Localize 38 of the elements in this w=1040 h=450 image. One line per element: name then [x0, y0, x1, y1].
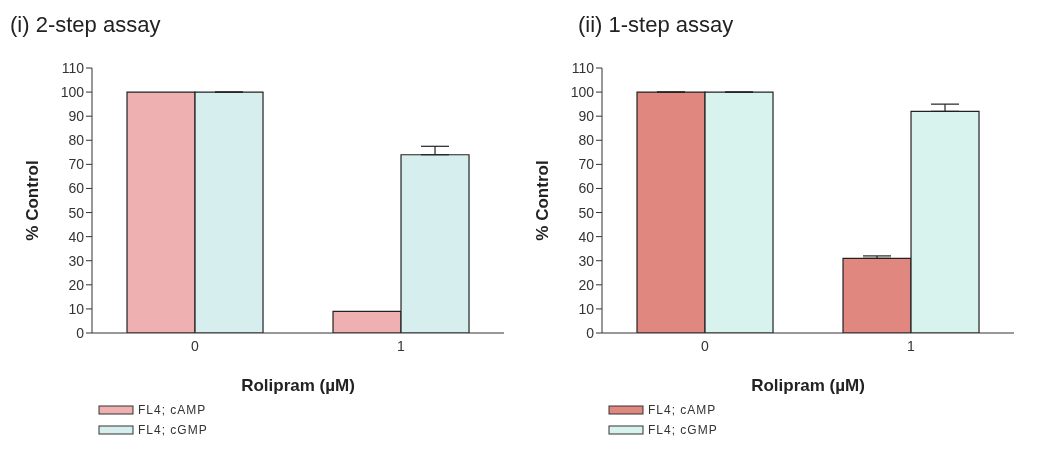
- legend-label: FL4; cGMP: [648, 423, 718, 437]
- y-tick-label: 60: [68, 180, 85, 197]
- y-tick-label: 80: [68, 132, 85, 149]
- y-tick-label: 90: [68, 108, 85, 125]
- legend-label: FL4; cAMP: [138, 403, 207, 417]
- y-tick-label: 0: [586, 324, 595, 341]
- y-axis-title: % Control: [533, 160, 553, 241]
- y-tick-label: 110: [571, 59, 595, 76]
- chart-title: (i) 2-step assay: [10, 12, 161, 38]
- y-tick-label: 0: [76, 324, 85, 341]
- y-tick-label: 50: [68, 204, 85, 221]
- y-tick-label: 50: [578, 204, 595, 221]
- y-tick-label: 60: [578, 180, 595, 197]
- x-axis-title: Rolipram (µM): [751, 376, 865, 395]
- y-axis-title: % Control: [23, 160, 43, 241]
- y-tick-label: 10: [578, 300, 595, 317]
- x-tick-label: 0: [191, 337, 200, 354]
- y-tick-label: 20: [578, 276, 595, 293]
- y-tick-label: 30: [68, 252, 85, 269]
- y-tick-label: 40: [578, 228, 595, 245]
- y-tick-label: 70: [68, 156, 85, 173]
- x-tick-label: 1: [397, 337, 406, 354]
- y-tick-label: 40: [68, 228, 85, 245]
- y-tick-label: 10: [68, 300, 85, 317]
- legend-label: FL4; cGMP: [138, 423, 208, 437]
- y-tick-label: 70: [578, 156, 595, 173]
- y-tick-label: 110: [61, 59, 85, 76]
- x-tick-label: 1: [907, 337, 916, 354]
- y-tick-label: 80: [578, 132, 595, 149]
- y-tick-label: 100: [570, 84, 595, 101]
- x-tick-label: 0: [701, 337, 710, 354]
- y-tick-label: 20: [68, 276, 85, 293]
- legend-label: FL4; cAMP: [648, 403, 717, 417]
- y-tick-label: 90: [578, 108, 595, 125]
- x-axis-title: Rolipram (µM): [241, 376, 355, 395]
- y-tick-label: 100: [60, 84, 85, 101]
- y-tick-label: 30: [578, 252, 595, 269]
- chart-title: (ii) 1-step assay: [578, 12, 734, 38]
